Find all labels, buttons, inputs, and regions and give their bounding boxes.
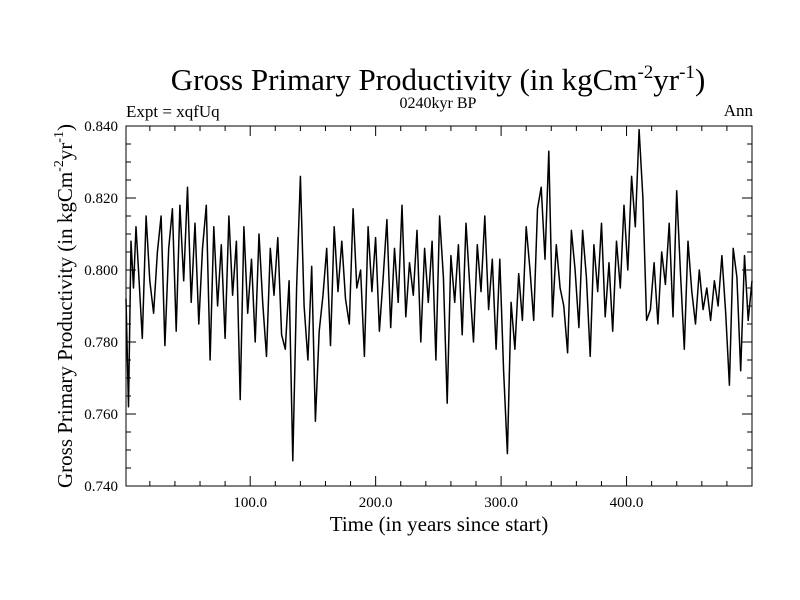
y-tick-label: 0.800 <box>84 263 118 279</box>
y-axis-label-end: ) <box>53 124 77 131</box>
y-tick-label: 0.840 <box>84 119 118 135</box>
y-axis-label-main: Gross Primary Productivity (in kgCm <box>53 172 77 488</box>
x-tick-label: 200.0 <box>359 495 393 511</box>
series-line-gpp <box>125 128 753 462</box>
chart-title-main: Gross Primary Productivity (in kgCm <box>171 62 638 97</box>
chart-title-end: ) <box>695 62 705 97</box>
season-label: Ann <box>724 101 754 120</box>
y-tick-label: 0.820 <box>84 191 118 207</box>
chart-title-sup2: -1 <box>679 62 695 83</box>
axis-tick-labels: 100.0 200.0 300.0 400.0 0.740 0.760 0.780 0.800… <box>84 119 643 511</box>
x-axis-label: Time (in years since start) <box>330 512 549 536</box>
y-axis-label: Gross Primary Productivity (in kgCm-2yr-… <box>52 124 77 488</box>
x-tick-label: 400.0 <box>610 495 644 511</box>
experiment-label: Expt = xqfUq <box>126 102 220 121</box>
x-tick-label: 300.0 <box>484 495 518 511</box>
y-tick-label: 0.740 <box>84 479 118 495</box>
axis-ticks <box>126 126 752 486</box>
chart-title-mid: yr <box>653 62 680 97</box>
x-tick-label: 100.0 <box>233 495 267 511</box>
y-tick-label: 0.780 <box>84 335 118 351</box>
chart-title-sup1: -2 <box>637 62 653 83</box>
y-tick-label: 0.760 <box>84 407 118 423</box>
y-axis-label-sup2: -1 <box>52 131 67 143</box>
chart-title: Gross Primary Productivity (in kgCm-2yr-… <box>171 62 706 97</box>
y-axis-label-mid: yr <box>53 143 77 161</box>
y-axis-label-sup1: -2 <box>52 160 67 172</box>
chart-subtitle: 0240kyr BP <box>400 95 477 112</box>
